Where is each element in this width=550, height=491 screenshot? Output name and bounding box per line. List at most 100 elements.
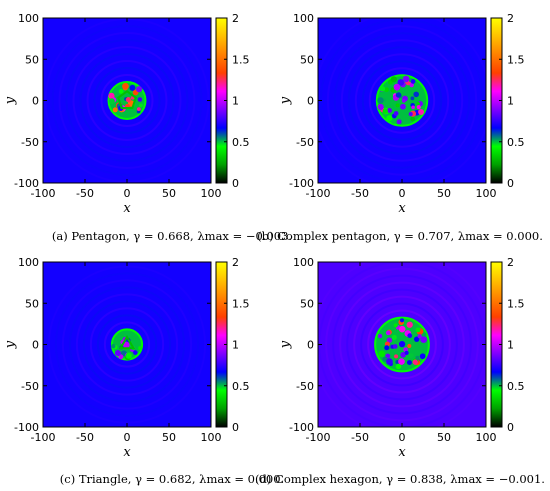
pattern-spot bbox=[413, 91, 420, 98]
ripple-ring bbox=[68, 286, 186, 403]
x-axis-label: x bbox=[398, 201, 406, 216]
x-tick-label: 50 bbox=[437, 187, 451, 200]
pattern-spot bbox=[415, 327, 421, 333]
pattern-spot bbox=[112, 107, 118, 113]
pattern-spot bbox=[118, 88, 124, 94]
pattern-spot bbox=[138, 346, 143, 351]
pattern-spot bbox=[386, 358, 393, 365]
colorbar-tick-label: 0 bbox=[232, 421, 239, 434]
pattern-spot bbox=[108, 98, 115, 105]
ripple-ring bbox=[347, 46, 457, 155]
x-tick-label: 50 bbox=[162, 187, 176, 200]
pattern-outline bbox=[118, 334, 136, 350]
y-tick-label: -100 bbox=[14, 177, 39, 190]
y-tick-label: -100 bbox=[289, 177, 314, 190]
colorbar-tick-label: 0 bbox=[507, 177, 514, 190]
pattern-spot bbox=[111, 344, 116, 349]
panel-c: -100 -50 0 50 100 -100 -50 0 50 100 x y 0 0.5 1 1.5 2 (c)… bbox=[3, 256, 284, 486]
y-tick-label: 0 bbox=[32, 339, 39, 352]
pattern-spot bbox=[139, 103, 143, 108]
y-tick-label: -100 bbox=[14, 421, 39, 434]
pattern-spot bbox=[390, 76, 397, 83]
panel-caption: (a) Pentagon, γ = 0.668, λmax = −0.003. bbox=[52, 229, 292, 243]
x-tick-label: -50 bbox=[351, 431, 369, 444]
colorbar-tick-label: 2 bbox=[232, 256, 239, 269]
pattern-spot bbox=[402, 99, 406, 103]
x-tick-label: 0 bbox=[399, 431, 406, 444]
pattern-spot bbox=[407, 333, 413, 339]
y-tick-label: -50 bbox=[21, 136, 39, 149]
pattern-spot bbox=[408, 353, 414, 359]
pattern-spot bbox=[398, 340, 406, 348]
pattern-spot bbox=[412, 359, 418, 365]
y-tick-label: 50 bbox=[25, 297, 39, 310]
pattern-spot bbox=[402, 75, 410, 83]
pattern-spot bbox=[379, 86, 386, 92]
pattern-spot bbox=[395, 92, 402, 98]
colorbar-tick-label: 2 bbox=[507, 256, 514, 269]
pattern-spot bbox=[122, 82, 129, 90]
y-tick-label: 100 bbox=[18, 12, 39, 25]
ripple-ring bbox=[361, 60, 443, 141]
x-tick-label: -100 bbox=[31, 431, 56, 444]
y-axis-label: y bbox=[278, 96, 293, 105]
pattern-spot bbox=[129, 84, 136, 91]
x-tick-label: -100 bbox=[306, 431, 331, 444]
pattern-spot bbox=[410, 116, 416, 122]
y-axis-label: y bbox=[278, 340, 293, 349]
pattern-spot bbox=[411, 105, 415, 110]
ripple-ring bbox=[54, 272, 200, 417]
pattern-spot bbox=[125, 97, 132, 103]
pattern-spot bbox=[137, 97, 143, 102]
pattern-spot bbox=[396, 119, 402, 125]
y-tick-label: -50 bbox=[21, 380, 39, 393]
pattern-spot bbox=[114, 350, 121, 357]
pattern-spot bbox=[395, 363, 402, 370]
ripple-ring bbox=[100, 74, 154, 127]
pattern-spot bbox=[394, 354, 399, 359]
pattern-spot bbox=[387, 108, 392, 113]
pattern-spot bbox=[386, 115, 393, 122]
ripple-ring bbox=[333, 32, 471, 169]
y-tick-label: 50 bbox=[300, 53, 314, 66]
y-tick-label: 100 bbox=[293, 12, 314, 25]
ripple-ring bbox=[332, 274, 472, 415]
pattern-spot bbox=[406, 321, 413, 328]
y-axis-label: y bbox=[3, 340, 18, 349]
ripple-ring bbox=[360, 302, 444, 387]
colorbar-tick-label: 0.5 bbox=[232, 136, 250, 149]
pattern-spot bbox=[400, 352, 406, 358]
pattern-spot bbox=[407, 343, 412, 349]
x-tick-label: -100 bbox=[31, 187, 56, 200]
pattern-spot bbox=[382, 108, 388, 114]
ripple-ring bbox=[79, 53, 175, 148]
pattern-spot bbox=[397, 79, 405, 86]
ripple-ring bbox=[326, 25, 478, 176]
pattern-spot bbox=[419, 353, 426, 360]
pattern-spot bbox=[418, 109, 424, 115]
pattern-spot bbox=[385, 330, 391, 336]
pattern-spot bbox=[391, 119, 396, 124]
y-tick-label: 50 bbox=[25, 53, 39, 66]
x-tick-label: 50 bbox=[162, 431, 176, 444]
colorbar-tick-label: 1.5 bbox=[232, 53, 250, 66]
ripple-ring bbox=[89, 307, 165, 382]
pattern-spot bbox=[395, 103, 400, 108]
pattern-spot bbox=[377, 103, 384, 111]
y-tick-label: 0 bbox=[307, 339, 314, 352]
pattern-spot bbox=[392, 344, 398, 349]
pattern-spot bbox=[125, 352, 132, 359]
ripple-ring bbox=[58, 32, 196, 169]
pattern-spot bbox=[393, 111, 399, 116]
y-tick-label: -50 bbox=[296, 380, 314, 393]
ripple-ring bbox=[340, 39, 464, 162]
x-axis-label: x bbox=[123, 445, 131, 460]
y-tick-label: -100 bbox=[289, 421, 314, 434]
x-tick-label: 0 bbox=[399, 187, 406, 200]
colorbar-tick-label: 1.5 bbox=[507, 53, 525, 66]
heatmap-field bbox=[47, 265, 207, 424]
pattern-spot bbox=[406, 360, 412, 366]
ripple-ring bbox=[346, 288, 458, 401]
ripple-ring bbox=[86, 60, 168, 141]
